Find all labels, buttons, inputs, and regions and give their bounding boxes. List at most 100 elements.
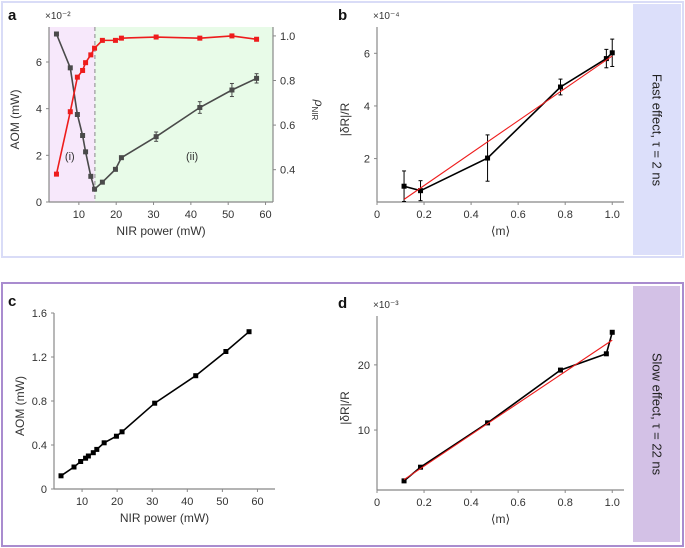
- x-tick-label: 40: [185, 209, 197, 221]
- x-tick-label: 0.2: [416, 497, 431, 509]
- y-tick-label: 6: [364, 48, 370, 60]
- x-tick-label: 20: [111, 496, 123, 508]
- region-ii-label: (ii): [186, 151, 198, 163]
- y-right-tick-label: 0.6: [280, 120, 295, 132]
- y-multiplier: ×10⁻⁴: [373, 11, 400, 22]
- data-point: [74, 74, 80, 80]
- data-point: [485, 420, 491, 426]
- y-right-tick-label: 0.4: [280, 165, 295, 177]
- y-tick-label: 1.2: [32, 352, 47, 364]
- x-tick-label: 0.4: [463, 497, 478, 509]
- data-point: [197, 105, 203, 110]
- y-axis-title: AOM (mW): [13, 376, 27, 436]
- data-point: [557, 84, 563, 90]
- y-tick-label: 4: [36, 104, 42, 116]
- y-right-tick-label: 1.0: [280, 31, 295, 43]
- data-point: [603, 351, 609, 357]
- y-tick-label: 0.8: [32, 396, 47, 408]
- region-ii-background: [94, 27, 273, 202]
- y-axis-title: AOM (mW): [8, 90, 22, 150]
- y-tick-label: 20: [358, 360, 370, 372]
- y-multiplier: ×10⁻³: [373, 300, 399, 311]
- y-right-axis-title: ρNIR: [310, 99, 326, 121]
- data-point: [78, 459, 84, 464]
- data-point: [53, 31, 59, 37]
- data-point: [99, 37, 105, 43]
- x-tick-label: 0.6: [510, 209, 525, 221]
- data-point: [557, 367, 563, 373]
- data-point: [401, 478, 407, 484]
- data-point: [80, 67, 86, 73]
- data-point: [88, 173, 94, 179]
- fast-effect-side-label: Fast effect, τ = 2 ns: [633, 4, 681, 255]
- y-tick-label: 2: [364, 154, 370, 166]
- series-line-0: [403, 52, 613, 192]
- data-point: [67, 109, 73, 115]
- x-tick-label: 0: [374, 497, 380, 509]
- data-point: [71, 464, 77, 470]
- data-point: [80, 133, 86, 138]
- panel-letter: b: [338, 7, 347, 24]
- chart-d: 0 0.2 0.4 0.6 0.8 1.0 10 20 ⟨m⟩ |δR|/R ×10⁻³ d: [338, 295, 624, 526]
- x-tick-label: 30: [146, 496, 158, 508]
- y-tick-label: 0: [36, 197, 42, 209]
- data-point: [112, 37, 118, 43]
- y-tick-label: 1.6: [32, 308, 47, 320]
- data-point: [88, 52, 94, 58]
- data-point: [113, 433, 119, 439]
- panel-letter: a: [8, 7, 17, 24]
- x-tick-label: 60: [259, 209, 271, 221]
- data-point: [83, 455, 89, 461]
- data-point: [152, 400, 158, 406]
- data-point: [83, 149, 89, 155]
- x-axis-title: ⟨m⟩: [491, 512, 510, 526]
- x-tick-label: 0.8: [558, 209, 573, 221]
- data-point: [485, 155, 491, 161]
- data-point: [85, 453, 91, 459]
- data-point: [94, 446, 100, 452]
- data-point: [101, 440, 107, 446]
- data-point: [153, 34, 159, 40]
- x-tick-label: 30: [147, 209, 159, 221]
- y-tick-label: 0.4: [32, 440, 47, 452]
- data-point: [53, 171, 59, 177]
- x-tick-label: 10: [73, 209, 85, 221]
- y-multiplier: ×10⁻²: [45, 11, 71, 22]
- panel-letter: c: [8, 293, 16, 310]
- data-point: [153, 134, 159, 140]
- data-point: [90, 450, 96, 456]
- chart-b: 0 0.2 0.4 0.6 0.8 1.0 2 4 6 ⟨m⟩ |δR|/R ×10⁻⁴ b: [338, 7, 624, 238]
- fast-effect-panel: [1, 1, 684, 258]
- region-i-label: (i): [65, 151, 75, 163]
- x-tick-label: 0.2: [416, 209, 431, 221]
- data-point: [99, 179, 105, 185]
- data-point: [67, 65, 73, 71]
- nir-subscript: NIR: [310, 107, 319, 121]
- x-tick-label: 20: [110, 209, 122, 221]
- data-point: [197, 35, 203, 41]
- series-line-1: [403, 339, 613, 481]
- x-tick-label: 0.6: [510, 497, 525, 509]
- x-tick-label: 1.0: [605, 497, 620, 509]
- chart-c: 10 20 30 40 50 60 0 0.4 0.8 1.2 1.6 NIR power (mW) A…: [8, 293, 275, 525]
- series-line-1: [403, 55, 613, 200]
- data-point: [229, 33, 235, 39]
- data-point: [112, 166, 118, 172]
- data-point: [254, 75, 260, 81]
- y-axis-title: |δR|/R: [338, 102, 352, 136]
- x-axis-title: ⟨m⟩: [491, 224, 510, 238]
- data-point: [118, 35, 124, 41]
- x-axis-title: NIR power (mW): [120, 511, 209, 525]
- data-point: [92, 186, 98, 192]
- x-tick-label: 50: [222, 209, 234, 221]
- panel-letter: d: [338, 295, 347, 312]
- data-point: [246, 329, 252, 335]
- x-tick-label: 0.8: [558, 497, 573, 509]
- data-point: [609, 50, 615, 56]
- chart-a: (i) (ii)10 20 30 40 50 6002460.40.60.81.0ρNIRN…: [8, 7, 326, 238]
- x-tick-label: 0: [374, 209, 380, 221]
- data-point: [229, 87, 235, 93]
- y-tick-label: 0: [41, 484, 47, 496]
- y-tick-label: 10: [358, 425, 370, 437]
- data-point: [119, 429, 125, 435]
